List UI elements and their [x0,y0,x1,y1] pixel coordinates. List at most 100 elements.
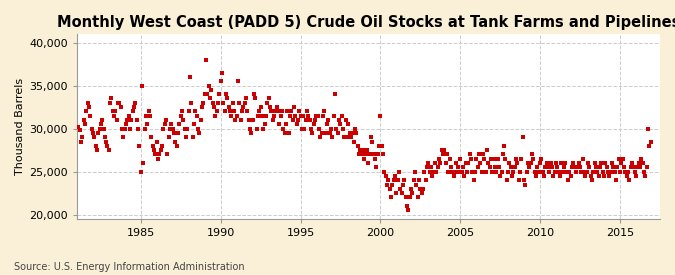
Point [500,156,511,161]
Point [350,126,360,131]
Point [639,169,649,174]
Point [540,165,551,169]
Point [536,156,547,161]
Point [595,165,605,169]
Point [138,161,149,165]
Point [588,169,599,174]
Point [311,114,322,118]
Point [616,161,626,165]
Point [91,148,102,152]
Point [157,144,167,148]
Point [619,165,630,169]
Point [354,152,364,157]
Point [232,79,243,84]
Point [303,114,314,118]
Point [423,161,434,165]
Point [256,114,267,118]
Point [506,165,516,169]
Point [298,114,308,118]
Point [198,101,209,105]
Point [308,122,319,127]
Point [252,114,263,118]
Point [97,118,107,122]
Point [563,178,574,182]
Point [480,169,491,174]
Point [266,109,277,114]
Point [273,109,284,114]
Point [196,105,207,109]
Point [571,169,582,174]
Point [221,92,232,96]
Point [144,114,155,118]
Point [211,109,222,114]
Point [346,135,356,139]
Point [493,165,504,169]
Point [532,165,543,169]
Point [411,182,422,187]
Point [436,148,447,152]
Point [392,178,403,182]
Point [637,161,648,165]
Point [502,178,512,182]
Point [304,118,315,122]
Point [628,165,639,169]
Point [448,174,459,178]
Point [147,144,158,148]
Point [154,152,165,157]
Point [630,174,641,178]
Point [143,109,154,114]
Point [119,126,130,131]
Point [84,105,95,109]
Point [416,191,427,195]
Point [600,161,611,165]
Point [360,152,371,157]
Point [507,174,518,178]
Point [541,161,552,165]
Point [562,169,572,174]
Point [331,126,342,131]
Point [280,122,291,127]
Point [415,187,426,191]
Point [605,169,616,174]
Point [437,152,448,157]
Point [314,126,325,131]
Point [549,169,560,174]
Point [307,131,318,135]
Point [234,101,245,105]
Point [608,165,619,169]
Point [247,118,258,122]
Point [227,101,238,105]
Point [330,92,341,96]
Point [251,126,262,131]
Point [340,118,351,122]
Point [604,174,615,178]
Point [479,156,489,161]
Point [440,161,451,165]
Point [584,165,595,169]
Point [171,144,182,148]
Point [576,169,587,174]
Point [412,195,423,200]
Point [463,161,474,165]
Point [410,169,421,174]
Point [583,161,593,165]
Point [262,101,273,105]
Point [483,161,493,165]
Point [173,131,184,135]
Point [489,165,500,169]
Point [572,165,583,169]
Point [516,156,527,161]
Point [238,105,248,109]
Point [504,161,515,165]
Point [466,156,477,161]
Point [474,152,485,157]
Point [587,178,597,182]
Point [519,178,530,182]
Point [218,101,229,105]
Point [77,135,88,139]
Point [585,174,596,178]
Point [599,174,610,178]
Point [178,118,189,122]
Point [191,114,202,118]
Point [103,148,114,152]
